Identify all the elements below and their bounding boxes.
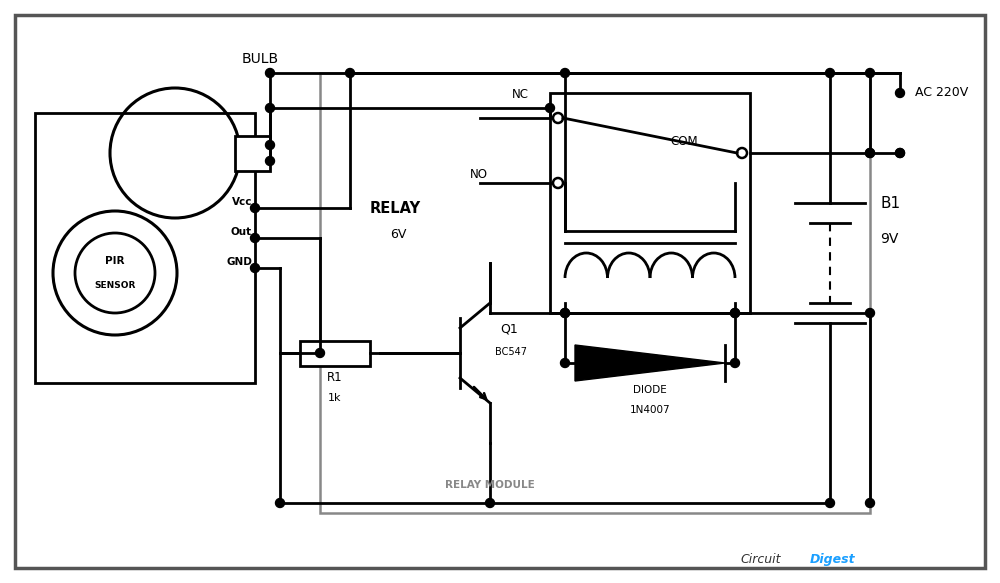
Circle shape bbox=[560, 68, 570, 78]
Circle shape bbox=[346, 68, 354, 78]
Text: 9V: 9V bbox=[880, 232, 898, 246]
Text: BULB: BULB bbox=[241, 52, 279, 66]
Text: Circuit: Circuit bbox=[740, 553, 780, 566]
Text: SENSOR: SENSOR bbox=[94, 280, 136, 290]
Text: NO: NO bbox=[470, 168, 488, 181]
Bar bbox=[300, 340, 370, 366]
Text: COM: COM bbox=[670, 135, 698, 148]
Circle shape bbox=[826, 498, 834, 507]
Circle shape bbox=[866, 498, 874, 507]
Circle shape bbox=[896, 149, 904, 157]
Circle shape bbox=[560, 359, 570, 367]
Circle shape bbox=[250, 234, 260, 243]
Text: RELAY: RELAY bbox=[370, 201, 421, 216]
Bar bbox=[320, 73, 870, 513]
Circle shape bbox=[730, 308, 740, 318]
Circle shape bbox=[896, 89, 904, 97]
Circle shape bbox=[560, 308, 570, 318]
Circle shape bbox=[866, 308, 874, 318]
Text: RELAY MODULE: RELAY MODULE bbox=[445, 480, 535, 490]
Circle shape bbox=[266, 156, 274, 166]
Circle shape bbox=[560, 308, 570, 318]
Text: 1k: 1k bbox=[328, 393, 342, 403]
Circle shape bbox=[826, 68, 834, 78]
Text: Q1: Q1 bbox=[500, 323, 518, 336]
Text: PIR: PIR bbox=[105, 256, 125, 266]
Text: Digest: Digest bbox=[810, 553, 856, 566]
Circle shape bbox=[266, 104, 274, 113]
Circle shape bbox=[546, 104, 554, 113]
Text: AC 220V: AC 220V bbox=[915, 86, 968, 100]
Text: BC547: BC547 bbox=[495, 347, 527, 357]
Polygon shape bbox=[575, 345, 725, 381]
Circle shape bbox=[896, 149, 904, 157]
Circle shape bbox=[730, 359, 740, 367]
Text: R1: R1 bbox=[327, 371, 343, 384]
Circle shape bbox=[250, 203, 260, 212]
Bar bbox=[35, 113, 255, 383]
Text: GND: GND bbox=[226, 257, 252, 267]
Circle shape bbox=[730, 308, 740, 318]
Bar bbox=[550, 93, 750, 313]
Circle shape bbox=[866, 149, 874, 157]
Text: Out: Out bbox=[231, 227, 252, 237]
Bar bbox=[235, 135, 270, 170]
Text: B1: B1 bbox=[880, 196, 900, 211]
Circle shape bbox=[250, 264, 260, 272]
Circle shape bbox=[266, 68, 274, 78]
Circle shape bbox=[316, 349, 324, 357]
Text: NC: NC bbox=[512, 88, 528, 101]
Text: 6V: 6V bbox=[390, 228, 406, 241]
Text: 1N4007: 1N4007 bbox=[630, 405, 670, 415]
Circle shape bbox=[866, 149, 874, 157]
Text: DIODE: DIODE bbox=[633, 385, 667, 395]
Circle shape bbox=[266, 141, 274, 149]
Text: Vcc: Vcc bbox=[232, 197, 252, 207]
Circle shape bbox=[486, 498, 494, 507]
Circle shape bbox=[276, 498, 285, 507]
Circle shape bbox=[866, 68, 874, 78]
